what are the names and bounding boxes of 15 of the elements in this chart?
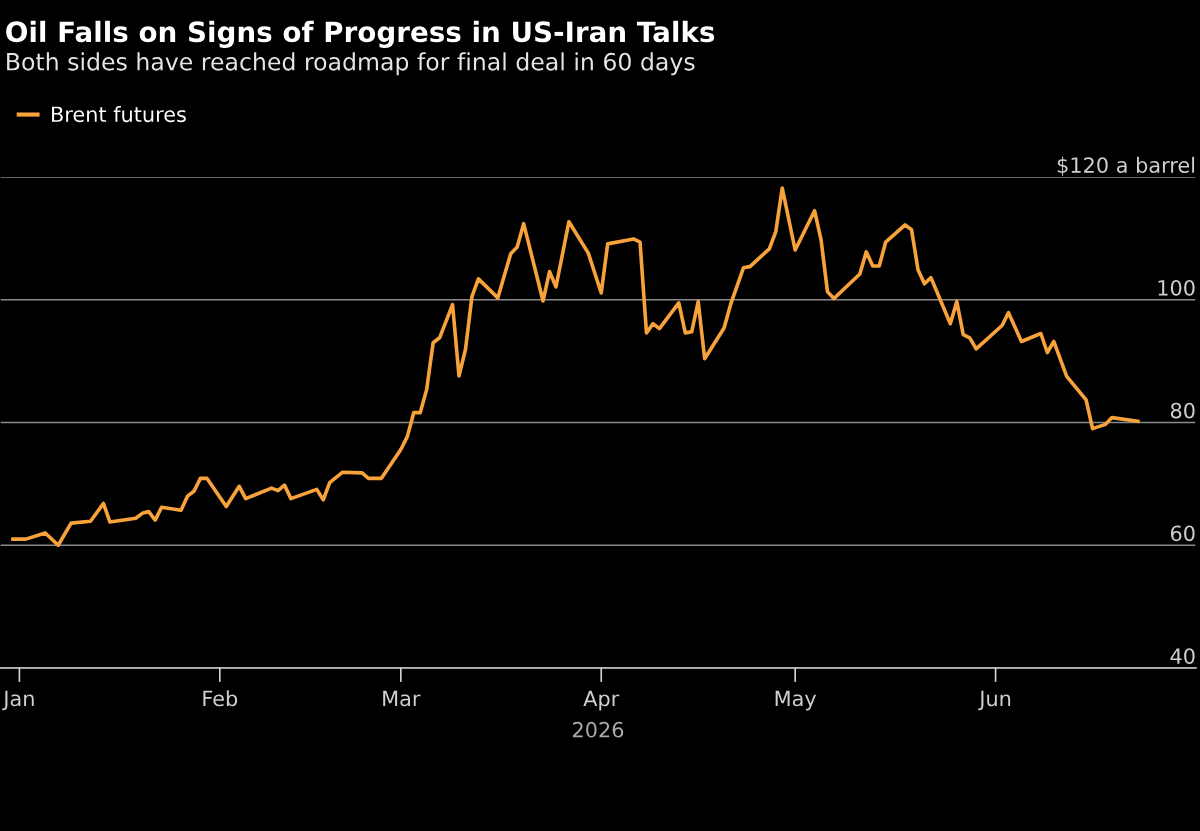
x-tick-label: Jan — [2, 690, 34, 711]
y-tick-label: 80 — [1170, 402, 1195, 419]
chart-title: Oil Falls on Signs of Progress in US-Iran Talks — [6, 20, 715, 48]
chart-subtitle: Both sides have reached roadmap for final deal in 60 days — [7, 52, 695, 76]
x-tick-label: Mar — [383, 690, 421, 707]
x-tick-label: Apr — [583, 690, 620, 711]
x-tick-label: Jun — [978, 690, 1011, 711]
y-tick-label: 40 — [1170, 648, 1195, 664]
x-tick-label: Feb — [203, 690, 238, 707]
y-tick-label: 60 — [1170, 525, 1195, 542]
y-tick-label: $120 a barrel — [1057, 156, 1195, 176]
legend-label: Brent futures — [52, 106, 186, 123]
x-axis-title: 2026 — [573, 721, 624, 738]
x-tick-label: May — [775, 690, 817, 711]
y-tick-label: 100 — [1158, 279, 1195, 296]
